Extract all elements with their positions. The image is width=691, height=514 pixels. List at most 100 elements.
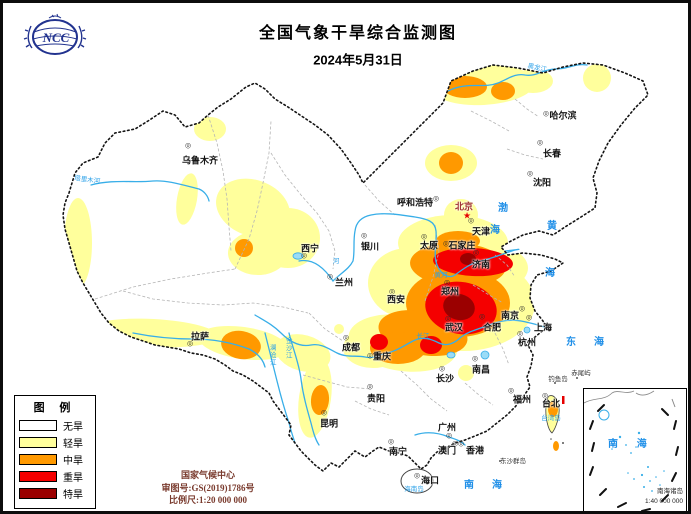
city-symbol: ◎ bbox=[467, 217, 475, 225]
taipei-red-mark bbox=[562, 396, 565, 404]
sea-label: 海 bbox=[594, 337, 604, 348]
city-symbol: ◎ bbox=[507, 387, 515, 395]
inset-caption-islands: 南海诸岛 bbox=[657, 488, 683, 495]
city-symbol: ◎ bbox=[387, 438, 395, 446]
small-islands bbox=[499, 377, 578, 462]
legend-swatch bbox=[19, 471, 57, 482]
city-label: 银川 bbox=[360, 241, 380, 252]
city-symbol: ◎ bbox=[438, 365, 446, 373]
map-label-layer: ◎ 乌鲁木齐 ◎ 哈尔滨 ◎ 长春 ◎ 沈阳 ◎ 呼和浩特 ◎ 天津 ◎ 石家庄 ◎ 太原 ◎ 济南 ◎ 郑州 ◎ 西安 ◎… bbox=[3, 3, 688, 511]
city-symbol: ◎ bbox=[478, 313, 486, 321]
legend-swatch bbox=[19, 488, 57, 499]
city-label: 西安 bbox=[386, 294, 406, 305]
city-symbol: ◎ bbox=[432, 195, 440, 203]
credits-approval-number: 审图号:GS(2019)1786号 bbox=[161, 482, 255, 493]
south-china-sea-inset: 南 海 南海诸岛 1:40 000 000 bbox=[583, 388, 687, 511]
city-label: 天津 bbox=[471, 226, 491, 237]
legend-label: 中旱 bbox=[63, 456, 83, 467]
city-label: 济南 bbox=[471, 259, 491, 270]
city-label: 西宁 bbox=[300, 243, 320, 254]
city-label: 福州 bbox=[512, 394, 532, 405]
city-label: 台北 bbox=[541, 398, 561, 409]
credits-block: 国家气候中心 审图号:GS(2019)1786号 比例尺:1:20 000 00… bbox=[162, 469, 255, 507]
sea-label: 海 bbox=[545, 268, 555, 279]
nine-dash-line bbox=[589, 404, 679, 511]
china-drought-map bbox=[62, 62, 649, 494]
city-symbol: ◎ bbox=[526, 170, 534, 178]
city-symbol: ◎ bbox=[457, 440, 465, 448]
city-label: 澳门 bbox=[437, 445, 457, 456]
city-symbol: ◎ bbox=[320, 409, 328, 417]
island-label: 赤尾屿 bbox=[571, 369, 591, 377]
city-symbol: ◎ bbox=[366, 352, 374, 360]
taiwan-drought-patch bbox=[548, 401, 558, 417]
lakes bbox=[292, 252, 531, 360]
city-label: 南宁 bbox=[388, 446, 408, 457]
city-label: 石家庄 bbox=[448, 240, 476, 251]
map-date: 2024年5月31日 bbox=[313, 52, 403, 68]
city-symbol: ◎ bbox=[444, 315, 452, 323]
city-symbol: ◎ bbox=[366, 383, 374, 391]
city-symbol: ◎ bbox=[516, 330, 524, 338]
inset-map bbox=[583, 390, 679, 511]
drought-intensity-layer bbox=[64, 64, 611, 438]
legend-label: 特旱 bbox=[63, 490, 83, 501]
legend-swatch bbox=[19, 454, 57, 465]
city-label: 呼和浩特 bbox=[396, 197, 434, 208]
city-symbol: ◎ bbox=[184, 142, 192, 150]
city-label: 香港 bbox=[465, 445, 485, 456]
city-label: 南京 bbox=[500, 310, 520, 321]
city-symbol: ◎ bbox=[542, 110, 550, 118]
city-label: 昆明 bbox=[319, 418, 339, 429]
legend-label: 无旱 bbox=[63, 422, 83, 433]
credits-scale: 比例尺:1:20 000 000 bbox=[169, 495, 247, 505]
island-label: 海南岛 bbox=[404, 485, 424, 493]
river-label: 金沙江 bbox=[284, 336, 292, 360]
city-symbol: ◎ bbox=[525, 314, 533, 322]
province-boundaries bbox=[94, 98, 544, 416]
sea-label: 海 bbox=[490, 225, 500, 236]
city-label: 长春 bbox=[542, 148, 562, 159]
ncc-logo: NCC bbox=[23, 13, 87, 55]
city-label: 乌鲁木齐 bbox=[181, 155, 219, 166]
city-label: 海口 bbox=[420, 475, 440, 486]
island-label: 台湾岛 bbox=[541, 414, 561, 422]
city-symbol: ◎ bbox=[445, 432, 453, 440]
city-label: 长沙 bbox=[435, 373, 455, 384]
legend-box: 图 例 无旱 轻旱 中旱 重旱 特旱 bbox=[14, 395, 96, 509]
city-label: 太原 bbox=[419, 240, 439, 251]
city-symbol: ◎ bbox=[443, 279, 451, 287]
legend-rows: 无旱 轻旱 中旱 重旱 特旱 bbox=[19, 417, 91, 502]
city-label: 沈阳 bbox=[532, 177, 552, 188]
river-label: 河 bbox=[332, 257, 340, 265]
sea-label: 渤 bbox=[498, 203, 508, 214]
city-symbol: ◎ bbox=[541, 392, 549, 400]
inset-caption-scale: 1:40 000 000 bbox=[645, 498, 683, 505]
sea-label: 黄 bbox=[547, 221, 557, 232]
legend-swatch bbox=[19, 437, 57, 448]
city-label: 杭州 bbox=[517, 337, 537, 348]
rivers bbox=[90, 63, 588, 446]
river-label: 塔里木河 bbox=[73, 174, 101, 186]
national-boundary bbox=[62, 62, 649, 473]
credits-agency: 国家气候中心 bbox=[180, 470, 235, 480]
city-symbol: ◎ bbox=[300, 252, 308, 260]
sea-label: 海 bbox=[492, 480, 502, 491]
capital-star-icon: ★ bbox=[462, 210, 472, 221]
page-title: 全国气象干旱综合监测图 bbox=[258, 25, 458, 42]
city-label: 兰州 bbox=[334, 277, 354, 288]
river-label: 黄河 bbox=[434, 271, 448, 279]
city-label: 哈尔滨 bbox=[549, 110, 577, 121]
river-label: 黑龙江 bbox=[526, 62, 548, 74]
legend-row: 重旱 bbox=[19, 468, 91, 485]
legend-swatch bbox=[19, 420, 57, 431]
city-symbol: ◎ bbox=[360, 232, 368, 240]
city-symbol: ◎ bbox=[186, 340, 194, 348]
ncc-logo-text: NCC bbox=[42, 30, 70, 45]
river-label: 澜沧江 bbox=[268, 343, 276, 367]
city-label: 郑州 bbox=[440, 286, 460, 297]
city-symbol: ◎ bbox=[472, 249, 480, 257]
river-label: 长江 bbox=[416, 332, 430, 340]
city-label: 武汉 bbox=[444, 322, 464, 333]
